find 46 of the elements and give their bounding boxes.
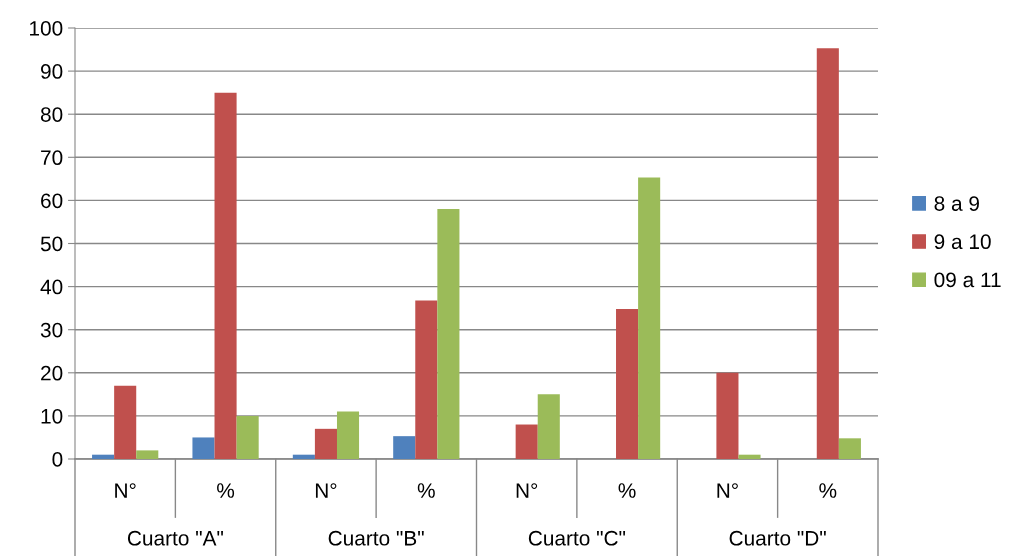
x-tick-label: % [417,483,435,498]
x-tick-label: % [819,483,837,498]
bar [114,385,137,459]
text: Cuarto "B" [328,530,424,546]
bar [292,454,315,459]
bar [838,438,861,459]
y-tick-label: 0 [52,452,63,467]
x-tick-label: N° [717,483,738,498]
bar [214,92,237,459]
bar [314,428,337,459]
legend-label: 8 a 9 [934,196,979,211]
y-tick-label: 20 [41,365,63,381]
bar [136,450,159,459]
x-tick-label: N° [516,483,538,498]
x-tick-label: N° [315,483,337,498]
y-tick-label: 50 [40,236,63,252]
bar [415,300,438,459]
bar [537,394,560,459]
bar [192,437,215,459]
y-tick-label: 60 [41,193,63,209]
y-tick-label: 90 [41,64,63,79]
legend-label: 09 a 11 [934,272,1001,288]
bar [236,415,259,459]
bar [638,177,661,459]
text: Cuarto "D" [729,530,826,546]
bar [738,454,761,459]
x-tick-label: % [217,483,235,498]
bar [716,372,739,459]
bar [92,454,115,459]
y-tick-label: 30 [40,322,63,338]
legend-label: 9 a 10 [934,234,991,250]
x-tick-label: % [618,483,636,498]
text: Cuarto "C" [528,530,626,546]
bar [816,48,839,459]
bar [336,411,360,459]
y-tick-label: 100 [30,21,63,36]
y-tick-label: 10 [41,408,63,424]
y-tick-label: 40 [40,279,63,295]
bar [616,309,639,459]
y-tick-label: 80 [40,107,63,122]
bar [515,424,538,459]
bar [437,209,460,459]
text: Cuarto "A" [127,530,223,546]
y-tick-label: 70 [41,150,63,166]
bar [393,436,416,459]
x-tick-label: N° [115,483,136,498]
